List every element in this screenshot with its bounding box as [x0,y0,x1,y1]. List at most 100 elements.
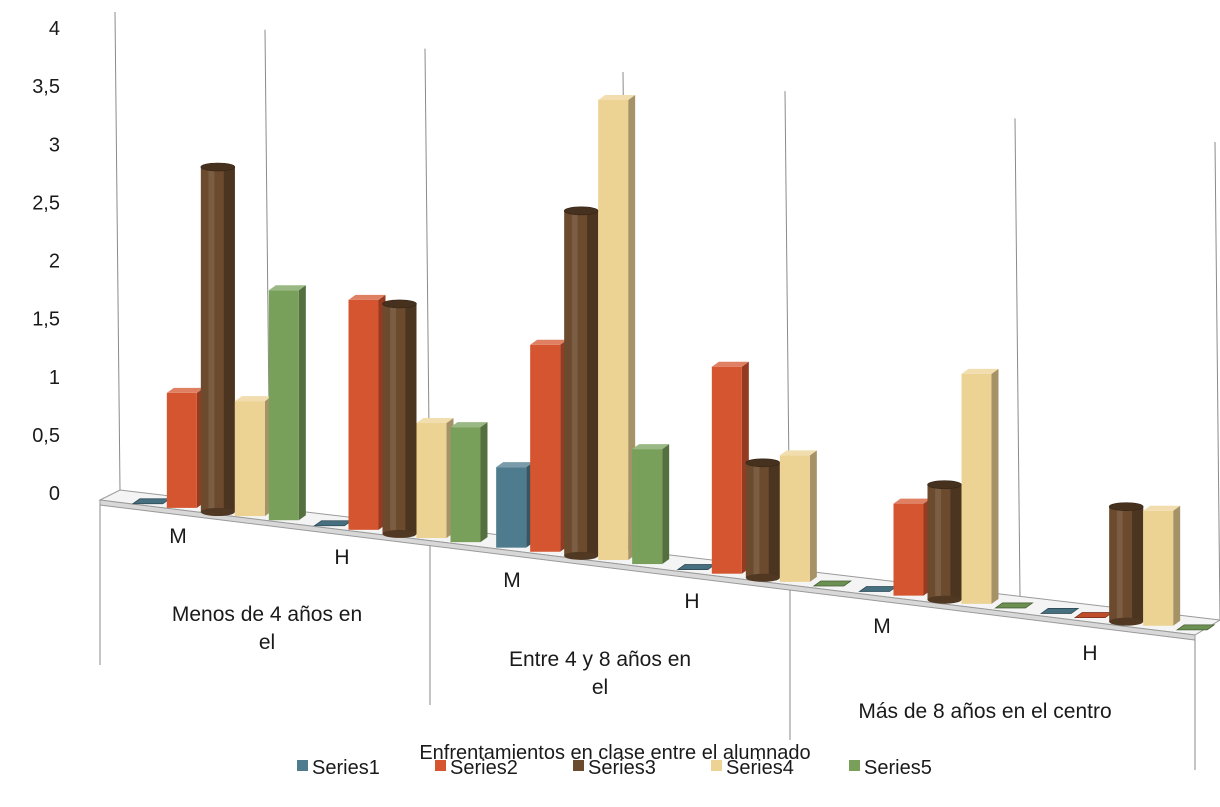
x-category-label: H [334,546,349,569]
bar [961,368,999,604]
bar-top [779,450,817,456]
bar-face [313,520,353,527]
bar [1143,505,1181,626]
bar-face [450,427,481,543]
bar-top [496,462,534,468]
bar [416,418,454,539]
bar [779,450,817,582]
bar-top [234,396,272,402]
bar-face [1039,608,1080,614]
bar-top [268,285,306,291]
legend-item: Series4 [711,757,794,779]
bar-top [416,418,454,424]
bar-top [893,498,931,504]
x-axis-title: Enfrentamientos en clase entre el alumna… [419,742,810,764]
legend-label: Series1 [312,757,380,779]
bar [496,462,534,548]
bar-face [234,401,265,517]
bar [1108,502,1144,626]
bar-top [1143,505,1181,511]
bar-face [1175,624,1216,631]
y-tick-label: 2 [49,251,60,273]
x-axis: M H M H M H Menos de 4 años en el Entre 4 y 8 añ… [99,505,1196,770]
bar [598,94,636,560]
bar-face [961,373,992,604]
y-tick-label: 0,5 [32,425,60,447]
bar [994,602,1034,609]
bar-face [1073,612,1114,618]
bar [382,299,417,538]
x-category-label: H [684,590,699,613]
bar-highlight [753,462,760,578]
legend-label: Series2 [450,757,518,779]
bar-top [598,94,636,100]
bar-highlight [935,484,942,600]
bar [745,458,781,582]
bar-face [348,299,379,530]
bar-face [711,366,742,574]
bar-side [298,285,306,521]
x-group-label: Entre 4 y 8 años en el [509,648,691,699]
legend-item: Series2 [435,757,518,779]
bar-top [200,162,236,172]
bar-highlight [1116,506,1123,622]
bar-face [496,467,527,548]
legend-item: Series5 [849,757,932,779]
bar-top [450,422,488,428]
bar-side [662,444,670,565]
bar-face [530,344,561,552]
bar-top [711,361,749,367]
bar [563,206,599,560]
x-group-label: Menos de 4 años en el [172,603,362,654]
bar-highlight [571,210,578,556]
legend-label: Series4 [726,757,794,779]
bar-shadow [950,484,962,600]
bar [1073,612,1114,618]
y-tick-label: 4 [49,18,60,40]
bar-highlight [208,166,215,512]
bar-shadow [405,303,417,534]
bar [711,361,749,574]
bar [450,422,488,543]
bar-face [893,503,924,596]
bar-shadow [1132,506,1144,622]
bar-face [994,602,1034,609]
bar-shadow [768,462,780,578]
bar [166,387,204,508]
bar-face [812,580,853,587]
wall-gridline [1014,118,1021,597]
legend-swatch [435,760,446,771]
wall-gridline [1214,141,1220,621]
bar-base [382,529,417,538]
bar-base [745,573,780,582]
bar-side [1173,505,1181,626]
bar-face [268,290,299,521]
bar-top [166,387,204,393]
legend-label: Series3 [588,757,656,779]
legend-swatch [849,760,860,771]
bar [234,396,272,517]
legend-swatch [573,760,584,771]
x-category-label: H [1082,642,1097,665]
bar-shadow [223,166,235,512]
bar-top [632,444,670,450]
legend-swatch [297,760,308,771]
y-tick-label: 1 [49,367,60,389]
bar-face [779,455,810,582]
bars [131,94,1216,631]
bar-top [348,294,386,300]
bar-face [632,449,663,565]
x-category-label: M [873,615,891,638]
bar-highlight [390,303,397,534]
bar-face [131,498,172,505]
y-tick-label: 1,5 [32,309,60,331]
x-category-label: M [169,525,187,548]
bar-face [166,392,197,508]
bar [632,444,670,565]
bar-side [991,368,999,604]
bar-base [200,507,235,516]
bar-face [1143,510,1174,626]
bar-face [676,564,717,570]
bar [1175,624,1216,631]
bar-top [530,339,568,345]
